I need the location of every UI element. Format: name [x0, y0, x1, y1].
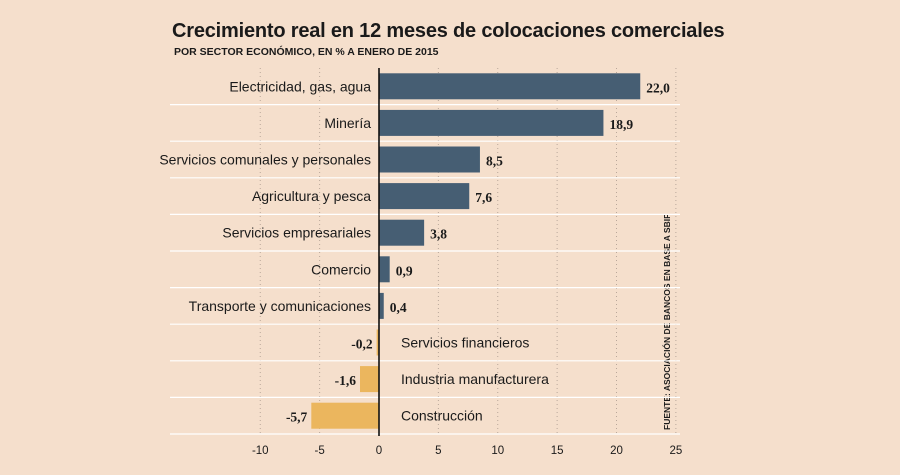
labels: -10 -5 0 5 10 15 20 25 Electricidad, gas, agua 22…: [159, 78, 682, 457]
category-label: Servicios empresariales: [222, 225, 371, 241]
value-label: -5,7: [286, 410, 308, 425]
x-tick-label: -10: [252, 445, 269, 457]
bar: [379, 292, 384, 319]
x-tick-label: 0: [376, 445, 382, 457]
value-label: 0,4: [390, 300, 407, 315]
category-label: Servicios financieros: [401, 335, 529, 351]
x-tick-label: 25: [669, 445, 682, 457]
value-label: 8,5: [486, 154, 503, 169]
value-label: 7,6: [475, 190, 492, 205]
bar: [360, 366, 379, 393]
row-separators: [170, 103, 680, 435]
x-tick-label: 20: [610, 445, 623, 457]
bar: [379, 219, 425, 246]
x-tick-label: 15: [551, 445, 564, 457]
category-label: Servicios comunales y personales: [159, 152, 371, 168]
category-label: Agricultura y pesca: [252, 188, 371, 204]
value-label: 0,9: [396, 263, 413, 278]
bar: [379, 183, 470, 210]
value-label: 22,0: [646, 80, 670, 95]
bar: [379, 146, 480, 173]
grid-layer: [259, 68, 677, 436]
category-label: Electricidad, gas, agua: [229, 78, 371, 94]
x-tick-label: 5: [435, 445, 441, 457]
x-tick-label: 10: [491, 445, 504, 457]
chart-title: Crecimiento real en 12 meses de colocaci…: [172, 20, 725, 42]
chart-subtitle: POR SECTOR ECONÓMICO, EN % A ENERO DE 20…: [174, 46, 439, 58]
bar: [376, 329, 379, 356]
value-label: -1,6: [335, 373, 357, 388]
bar: [311, 402, 379, 429]
bar: [379, 73, 641, 100]
category-label: Comercio: [311, 261, 371, 277]
bar: [379, 109, 604, 136]
category-label: Minería: [324, 115, 371, 131]
category-label: Transporte y comunicaciones: [189, 298, 371, 314]
value-label: -0,2: [351, 337, 373, 352]
bars: [311, 73, 641, 429]
category-label: Construcción: [401, 408, 483, 424]
value-label: 3,8: [430, 227, 447, 242]
x-tick-label: -5: [315, 445, 325, 457]
category-label: Industria manufacturera: [401, 371, 549, 387]
value-label: 18,9: [609, 117, 633, 132]
bar: [379, 256, 390, 283]
